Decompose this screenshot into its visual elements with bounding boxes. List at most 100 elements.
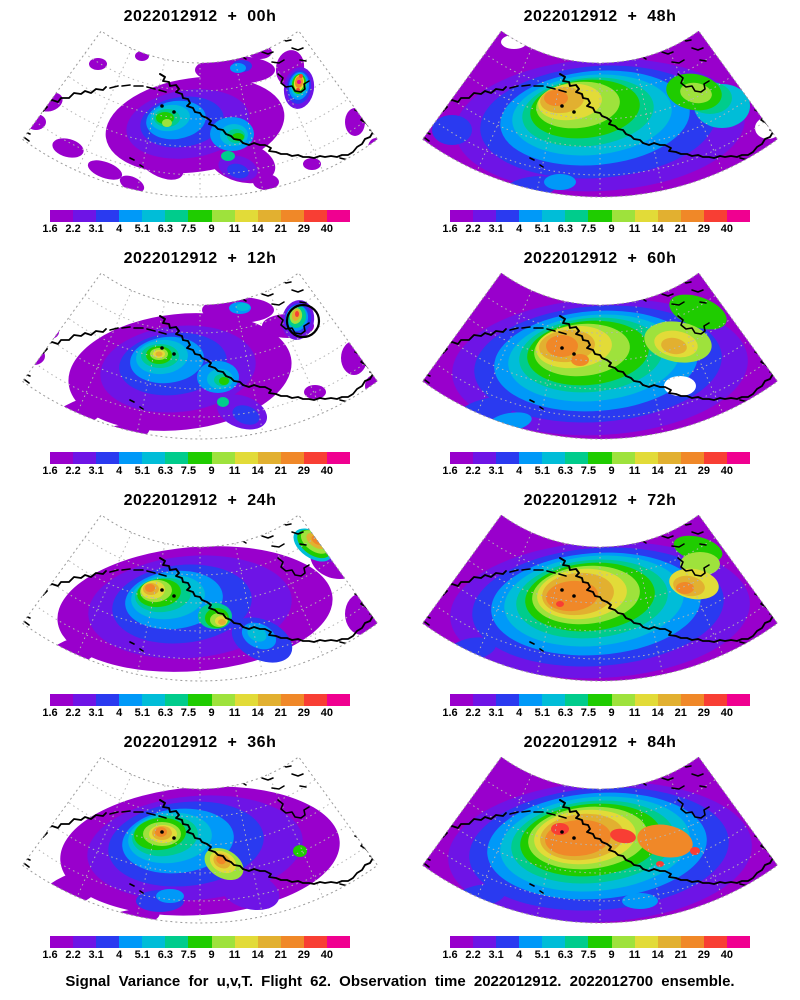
colorbar-tick-label: 2.2: [65, 223, 81, 235]
colorbar-tick-label: 2.2: [65, 949, 81, 961]
map-boundary: [421, 30, 779, 198]
colorbar-tick-label: 5.1: [534, 949, 550, 961]
colorbar-segment: [142, 936, 166, 948]
colorbar-tick-label: 7.5: [180, 707, 197, 719]
colorbar-swatches: [50, 210, 351, 222]
colorbar-segment: [657, 936, 681, 948]
colorbar-segment: [703, 694, 727, 706]
colorbar-segment: [96, 694, 120, 706]
observation-dots: [560, 588, 576, 598]
observation-dots: [560, 346, 576, 356]
colorbar-tick-label: 14: [251, 223, 264, 235]
colorbar-tick-label: 11: [228, 707, 241, 719]
variance-map-60h: [421, 272, 779, 440]
colorbar-tick-label: 40: [320, 707, 334, 719]
colorbar-tick-label: 6.3: [557, 223, 574, 235]
forecast-panel-84h: 2022012912 + 84h 1.6 2.2 3.1 4 5.1 6.3 7.5 9 11 1…: [400, 726, 800, 968]
colorbar-segment: [96, 936, 120, 948]
graticule: [22, 514, 378, 681]
colorbar-tick-label: 7.5: [580, 949, 597, 961]
colorbar-segment: [119, 210, 143, 222]
colorbar-segment: [726, 936, 751, 948]
panel-title: 2022012912 + 24h: [123, 492, 277, 509]
colorbar-segment: [188, 694, 212, 706]
colorbar-segment: [611, 210, 635, 222]
map-boundary: [21, 272, 379, 440]
variance-contour-blobs: [26, 45, 378, 193]
graticule: [422, 30, 778, 197]
colorbar: 1.6 2.2 3.1 4 5.1 6.3 7.5 9 11 14 21 29 40: [42, 452, 351, 479]
colorbar-tick-label: 4: [116, 465, 123, 477]
colorbar-tick-label: 29: [297, 465, 310, 477]
colorbar-tick-label: 29: [697, 707, 710, 719]
colorbar-segment: [473, 210, 497, 222]
variance-map-72h: [421, 514, 779, 682]
colorbar-segment: [496, 694, 520, 706]
colorbar-tick-label: 29: [297, 707, 310, 719]
figure-caption: Signal Variance for u,v,T. Flight 62. Ob…: [65, 973, 735, 990]
colorbar-tick-label: 4: [116, 707, 123, 719]
colorbar-segment: [565, 452, 589, 464]
colorbar-segment: [519, 210, 543, 222]
colorbar-tick-label: 5.1: [134, 223, 150, 235]
colorbar-segment: [519, 936, 543, 948]
observation-dots: [160, 104, 176, 114]
colorbar-tick-label: 21: [274, 465, 287, 477]
colorbar-tick-label: 14: [251, 949, 264, 961]
colorbar-segment: [542, 936, 566, 948]
colorbar-segment: [326, 694, 351, 706]
observation-dots: [160, 346, 176, 356]
colorbar-labels: 1.6 2.2 3.1 4 5.1 6.3 7.5 9 11 14 21 29 40: [442, 222, 750, 237]
colorbar-tick-label: 4: [516, 949, 523, 961]
colorbar-tick-label: 1.6: [42, 707, 58, 719]
colorbar-tick-label: 2.2: [465, 949, 481, 961]
colorbar-tick-label: 29: [697, 949, 710, 961]
colorbar-segment: [188, 452, 212, 464]
colorbar-segment: [142, 210, 166, 222]
forecast-panel-12h: 2022012912 + 12h 1.6 2.2 3.1 4 5.1 6.3 7.5 9 11 1…: [0, 242, 400, 484]
colorbar-segment: [680, 452, 704, 464]
colorbar-tick-label: 21: [274, 707, 287, 719]
colorbar-tick-label: 21: [274, 223, 287, 235]
colorbar-tick-label: 1.6: [42, 949, 58, 961]
colorbar-tick-label: 3.1: [88, 223, 104, 235]
variance-map-36h: [21, 756, 379, 924]
colorbar: 1.6 2.2 3.1 4 5.1 6.3 7.5 9 11 14 21 29 40: [442, 936, 751, 963]
colorbar-segment: [473, 936, 497, 948]
colorbar-tick-label: 3.1: [88, 707, 104, 719]
colorbar-tick-label: 4: [116, 223, 123, 235]
colorbar-segment: [588, 452, 612, 464]
colorbar-tick-label: 40: [720, 465, 734, 477]
variance-contour-blobs: [432, 35, 778, 197]
colorbar-segment: [142, 694, 166, 706]
colorbar-segment: [280, 694, 304, 706]
colorbar-swatches: [450, 210, 751, 222]
graticule: [22, 756, 378, 923]
graticule: [22, 272, 378, 439]
colorbar-tick-label: 5.1: [534, 223, 550, 235]
panel-grid: 2022012912 + 00h 1.6 2.2 3.1 4 5.1 6.3 7.5 9 11 1…: [0, 8, 800, 968]
forecast-panel-24h: 2022012912 + 24h 1.6 2.2 3.1 4 5.1 6.3 7.5 9 11 1…: [0, 484, 400, 726]
colorbar-segment: [234, 936, 258, 948]
colorbar-tick-label: 3.1: [488, 707, 504, 719]
colorbar-tick-label: 11: [628, 949, 641, 961]
colorbar-segment: [119, 694, 143, 706]
colorbar-tick-label: 9: [208, 465, 215, 477]
map-boundary: [421, 514, 779, 682]
colorbar-segment: [73, 210, 97, 222]
colorbar-tick-label: 7.5: [580, 465, 597, 477]
colorbar-segment: [634, 694, 658, 706]
colorbar-tick-label: 6.3: [157, 949, 174, 961]
colorbar-segment: [565, 210, 589, 222]
colorbar-segment: [326, 452, 351, 464]
colorbar-tick-label: 40: [320, 223, 334, 235]
variance-contour-blobs: [36, 526, 378, 674]
colorbar-tick-label: 6.3: [157, 707, 174, 719]
colorbar-tick-label: 7.5: [580, 707, 597, 719]
map-layers: [22, 514, 378, 681]
variance-map-12h: [21, 272, 379, 440]
colorbar-segment: [50, 694, 74, 706]
colorbar-segment: [611, 936, 635, 948]
colorbar-segment: [119, 936, 143, 948]
map-layers: [422, 272, 778, 439]
